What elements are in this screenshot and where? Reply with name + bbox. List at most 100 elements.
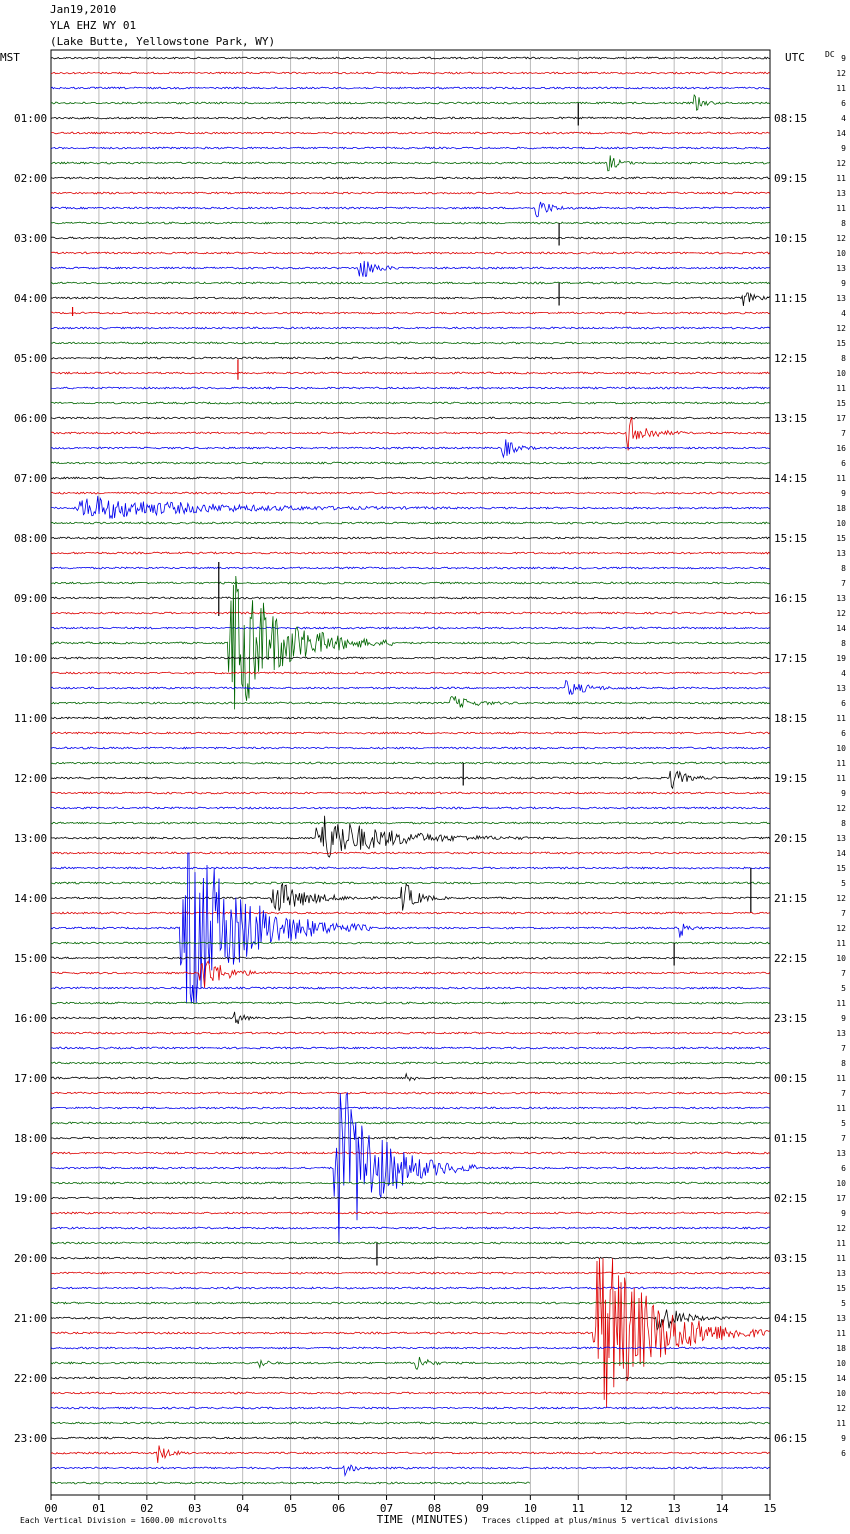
seismic-trace [50, 883, 770, 912]
dc-offset: 10 [836, 519, 846, 528]
seismic-trace [50, 191, 771, 195]
station-code: YLA EHZ WY 01 [50, 19, 137, 32]
hour-label-mst: 06:00 [14, 412, 47, 425]
seismic-trace [50, 941, 770, 945]
dc-offset: 7 [841, 1134, 846, 1143]
dc-offset: 15 [836, 399, 846, 408]
dc-offset: 13 [836, 549, 846, 558]
hour-label-utc: 08:15 [774, 112, 807, 125]
dc-offset: 15 [836, 339, 846, 348]
dc-offset: 13 [836, 1314, 846, 1323]
x-tick-label: 10 [524, 1502, 537, 1515]
dc-offset: 11 [836, 999, 846, 1008]
hour-label-mst: 13:00 [14, 832, 47, 845]
hour-label-utc: 19:15 [774, 772, 807, 785]
dc-offset: 13 [836, 684, 846, 693]
dc-offset: 11 [836, 939, 846, 948]
dc-offset: 11 [836, 714, 846, 723]
seismic-trace [50, 852, 770, 1004]
dc-offset: 12 [836, 69, 846, 78]
seismic-trace [50, 461, 770, 465]
dc-offset: 4 [841, 114, 846, 123]
hour-label-utc: 15:15 [774, 532, 807, 545]
seismic-trace [50, 155, 771, 172]
hour-label-mst: 22:00 [14, 1372, 47, 1385]
dc-offset: 9 [841, 54, 846, 63]
x-tick-label: 00 [44, 1502, 57, 1515]
dc-offset: 7 [841, 429, 846, 438]
x-tick-label: 14 [715, 1502, 729, 1515]
dc-offset: 13 [836, 834, 846, 843]
x-tick-label: 01 [92, 1502, 105, 1515]
x-axis-title: TIME (MINUTES) [377, 1513, 470, 1526]
seismic-trace [50, 611, 771, 615]
dc-offset: 10 [836, 1179, 846, 1188]
seismic-trace [50, 401, 771, 405]
dc-offset: 8 [841, 219, 846, 228]
dc-offset: 12 [836, 894, 846, 903]
x-tick-label: 07 [380, 1502, 393, 1515]
dc-offset: 8 [841, 819, 846, 828]
hour-label-mst: 12:00 [14, 772, 47, 785]
seismic-trace [50, 1301, 771, 1305]
hour-label-utc: 23:15 [774, 1012, 807, 1025]
x-tick-label: 04 [236, 1502, 250, 1515]
seismic-trace [50, 416, 770, 420]
seismic-trace [50, 566, 770, 570]
dc-offset: 18 [836, 504, 846, 513]
x-tick-label: 11 [572, 1502, 585, 1515]
seismic-trace [50, 417, 770, 451]
seismic-trace [50, 1256, 770, 1260]
dc-offset: 7 [841, 909, 846, 918]
dc-offset: 11 [836, 1254, 846, 1263]
dc-offset: 11 [836, 774, 846, 783]
hour-label-mst: 18:00 [14, 1132, 47, 1145]
seismic-trace [51, 960, 771, 989]
seismic-trace [50, 71, 770, 75]
hour-label-utc: 06:15 [774, 1432, 807, 1445]
seismic-trace [50, 1445, 770, 1463]
dc-offset: 12 [836, 804, 846, 813]
hour-label-mst: 09:00 [14, 592, 47, 605]
seismic-trace [50, 536, 771, 540]
hour-label-utc: 03:15 [774, 1252, 807, 1265]
seismic-trace [50, 1181, 771, 1185]
seismic-trace [50, 806, 770, 810]
hour-label-utc: 21:15 [774, 892, 807, 905]
seismic-trace [50, 1046, 770, 1050]
dc-offset: 5 [841, 1299, 846, 1308]
x-tick-label: 12 [620, 1502, 633, 1515]
hour-label-utc: 14:15 [774, 472, 807, 485]
seismic-trace [50, 1072, 770, 1082]
dc-offset: 13 [836, 189, 846, 198]
dc-offset: 13 [836, 264, 846, 273]
seismic-trace [50, 581, 770, 585]
dc-offset: 7 [841, 969, 846, 978]
dc-offset: 14 [836, 1374, 846, 1383]
hour-label-utc: 18:15 [774, 712, 807, 725]
clip-note: Traces clipped at plus/minus 5 vertical … [482, 1516, 718, 1525]
hour-label-mst: 23:00 [14, 1432, 47, 1445]
hour-label-mst: 02:00 [14, 172, 47, 185]
seismic-trace [50, 575, 771, 710]
seismic-trace [50, 1121, 771, 1125]
dc-offset: 9 [841, 1209, 846, 1218]
hour-label-mst: 20:00 [14, 1252, 47, 1265]
dc-offset: 10 [836, 744, 846, 753]
hour-label-mst: 07:00 [14, 472, 47, 485]
seismic-trace [50, 911, 770, 915]
dc-offset: 8 [841, 564, 846, 573]
dc-offset: 11 [836, 1239, 846, 1248]
hour-label-utc: 20:15 [774, 832, 807, 845]
seismic-trace [50, 236, 770, 240]
seismic-trace [50, 815, 771, 858]
plot-date: Jan19,2010 [50, 3, 117, 16]
seismic-trace [50, 176, 770, 180]
seismic-trace [50, 201, 770, 218]
seismic-trace [50, 679, 770, 695]
hour-label-utc: 09:15 [774, 172, 807, 185]
dc-offset: 15 [836, 534, 846, 543]
hour-label-mst: 14:00 [14, 892, 47, 905]
x-tick-label: 13 [668, 1502, 681, 1515]
